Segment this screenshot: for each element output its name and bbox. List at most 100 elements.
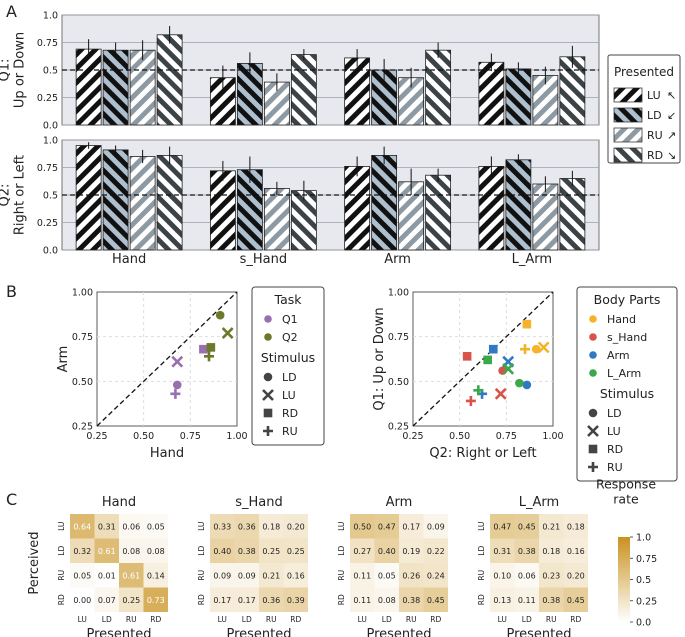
x-tick-label: 0.75 (180, 431, 201, 442)
heatmap-cell (94, 587, 119, 612)
x-tick-label: RU (546, 615, 557, 624)
heatmap-cell (259, 563, 284, 588)
bar-subplot-1: 0.0 0.25 0.5 0.75 1.0 Q1: Up or Down (0, 11, 600, 132)
cell-value: 0.27 (353, 547, 371, 556)
cell-value: 0.38 (402, 596, 420, 605)
heatmap-cell (423, 563, 448, 588)
heatmap-cell (70, 587, 95, 612)
legend-swatch-LD (613, 107, 643, 123)
cell-value: 0.64 (73, 522, 91, 531)
legend-marker-LU (262, 389, 274, 401)
legend-swatch-RU (613, 127, 643, 143)
cell-value: 0.09 (213, 571, 231, 580)
heatmap-cell (490, 514, 515, 539)
heatmap-cell (119, 563, 144, 588)
point-Hand-LU (537, 341, 550, 354)
legend-swatch-Hand (589, 315, 597, 323)
x-tick-label: LD (102, 615, 112, 624)
bar-L_Arm-RD (559, 178, 586, 251)
cell-value: 0.14 (147, 571, 165, 580)
colorbar-title-line: rate (613, 492, 639, 507)
bar-Hand-RD (156, 154, 183, 251)
cell-value: 0.21 (542, 522, 560, 531)
legend-swatch-RD (613, 147, 643, 163)
y-tick-label: 0.25 (72, 422, 93, 433)
colorbar-tick-label: 0.5 (636, 575, 651, 586)
point-Arm-LD (522, 380, 532, 390)
legend-label: RD (607, 443, 623, 456)
heatmap-cell (119, 587, 144, 612)
heatmap-cell (374, 563, 399, 588)
cell-value: 0.36 (262, 596, 280, 605)
legend-title: Body Parts (594, 292, 661, 307)
point-Q1-RU (170, 388, 181, 399)
identity-line (412, 291, 554, 427)
legend-marker-LD (263, 372, 273, 382)
heatmap-cell (350, 514, 375, 539)
point-Arm-RD (488, 344, 498, 354)
bar-s_Hand-LD (236, 63, 263, 126)
cell-value: 0.18 (262, 522, 280, 531)
x-tick-label: 0.25 (86, 431, 107, 442)
panel-label-b: B (6, 282, 17, 301)
heatmap-cell (399, 538, 424, 563)
x-category-label: Hand (112, 252, 146, 267)
bar-Hand-LD (102, 49, 129, 126)
cell-value: 0.16 (567, 547, 585, 556)
legend-swatch-Arm (589, 351, 597, 359)
cell-value: 0.11 (353, 571, 371, 580)
y-tick-label: LD (197, 546, 206, 556)
heatmap-cell (143, 563, 168, 588)
heatmap-cell (490, 563, 515, 588)
y-tick-label: 0.50 (72, 377, 93, 388)
heatmap-cell (490, 538, 515, 563)
legend-subtitle: Stimulus (261, 350, 315, 365)
cell-value: 0.25 (122, 596, 140, 605)
legend-label: Q1 (282, 313, 298, 326)
y-axis-label: Arm (56, 346, 71, 373)
legend-marker-RU (588, 462, 598, 472)
legend-marker-LD (588, 408, 598, 418)
x-tick-label: RU (126, 615, 137, 624)
cell-value: 0.17 (213, 596, 231, 605)
colorbar-tick-label: 0.0 (636, 618, 651, 629)
y-axis-label-line: Right or Left (13, 155, 28, 235)
heatmap-title: L_Arm (519, 495, 559, 510)
bar-Hand-RU (129, 49, 156, 126)
heatmap-cell (423, 538, 448, 563)
cell-value: 0.45 (427, 596, 445, 605)
heatmap-cell (350, 587, 375, 612)
cell-value: 0.38 (542, 596, 560, 605)
x-tick-label: LD (382, 615, 392, 624)
heatmap-cell (423, 587, 448, 612)
bar-Arm-LU (344, 165, 371, 251)
legend-marker-RU (263, 426, 273, 436)
bar-L_Arm-RU (532, 183, 559, 251)
cell-value: 0.01 (98, 571, 116, 580)
cell-value: 0.20 (287, 522, 305, 531)
heatmap-cell (259, 587, 284, 612)
heatmap-cell (563, 514, 588, 539)
cell-value: 0.38 (518, 547, 536, 556)
legend-label: s_Hand (607, 331, 647, 344)
legend-box (251, 286, 325, 446)
heatmap-cell (94, 538, 119, 563)
cell-value: 0.08 (122, 547, 140, 556)
presented-legend: Presented LU ↖ LD ↙ RU ↗ RD ↘ (607, 54, 681, 164)
cell-value: 0.25 (262, 547, 280, 556)
bar-Arm-LU (344, 57, 371, 126)
point-Q2-LU (221, 327, 234, 340)
colorbar-tick-label: 0.25 (636, 596, 657, 607)
point-s_Hand-RU (465, 395, 476, 406)
heatmap-cell (374, 587, 399, 612)
x-tick-label: RD (430, 615, 441, 624)
cell-value: 0.47 (493, 522, 511, 531)
point-s_Hand-LU (494, 387, 507, 400)
panel-b-scatter-plots: 0.250.250.500.500.750.751.001.00HandArmT… (56, 286, 678, 482)
legend-label: LU (282, 389, 296, 402)
heatmap-cell (399, 563, 424, 588)
heatmap-cell (143, 514, 168, 539)
scatter-legend: Task Q1 Q2 Stimulus LD LU RD RU (251, 286, 325, 446)
cell-value: 0.11 (353, 596, 371, 605)
